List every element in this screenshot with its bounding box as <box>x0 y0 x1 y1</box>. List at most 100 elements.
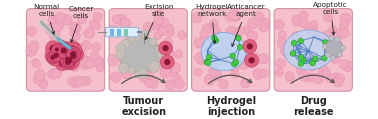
Circle shape <box>49 29 60 41</box>
Circle shape <box>299 11 308 20</box>
Circle shape <box>208 49 218 58</box>
Circle shape <box>156 53 166 63</box>
Circle shape <box>69 61 79 71</box>
Circle shape <box>298 55 304 60</box>
Circle shape <box>260 18 270 28</box>
Circle shape <box>304 73 313 82</box>
Circle shape <box>337 52 342 57</box>
Circle shape <box>329 25 337 33</box>
Circle shape <box>110 72 121 82</box>
Circle shape <box>231 61 237 67</box>
Circle shape <box>317 56 326 65</box>
Circle shape <box>72 32 80 40</box>
Circle shape <box>241 78 250 88</box>
Circle shape <box>67 59 75 67</box>
Circle shape <box>278 31 286 39</box>
Circle shape <box>154 32 162 40</box>
Circle shape <box>71 23 81 33</box>
Circle shape <box>160 18 169 27</box>
Circle shape <box>60 52 76 67</box>
Circle shape <box>138 68 148 78</box>
FancyArrowPatch shape <box>209 75 252 83</box>
Circle shape <box>259 22 269 32</box>
Circle shape <box>202 24 212 33</box>
Circle shape <box>250 55 259 64</box>
Text: Anticancer
agent: Anticancer agent <box>227 4 266 46</box>
Circle shape <box>218 48 229 59</box>
Circle shape <box>62 15 72 25</box>
Circle shape <box>342 61 353 72</box>
Circle shape <box>134 43 141 51</box>
Circle shape <box>313 73 323 84</box>
Circle shape <box>65 46 71 52</box>
Circle shape <box>39 79 48 89</box>
Circle shape <box>60 47 67 54</box>
Circle shape <box>243 53 252 62</box>
Circle shape <box>128 32 136 41</box>
Circle shape <box>54 50 70 66</box>
Circle shape <box>173 75 181 84</box>
FancyBboxPatch shape <box>117 29 121 36</box>
Circle shape <box>150 38 157 46</box>
Circle shape <box>277 38 287 48</box>
Circle shape <box>291 40 297 46</box>
Circle shape <box>118 48 126 56</box>
Circle shape <box>243 40 257 53</box>
Circle shape <box>322 40 328 45</box>
Circle shape <box>90 52 99 60</box>
Circle shape <box>165 80 175 89</box>
Circle shape <box>63 55 74 67</box>
Circle shape <box>157 52 167 62</box>
Circle shape <box>210 59 218 67</box>
Circle shape <box>120 43 129 52</box>
Circle shape <box>205 51 213 59</box>
Circle shape <box>194 38 204 48</box>
Circle shape <box>299 71 309 81</box>
Circle shape <box>59 60 65 67</box>
Circle shape <box>260 69 268 78</box>
Circle shape <box>142 45 150 54</box>
Circle shape <box>166 28 175 37</box>
Circle shape <box>233 60 239 65</box>
Circle shape <box>310 60 315 66</box>
Circle shape <box>132 33 140 41</box>
Circle shape <box>33 74 43 85</box>
Circle shape <box>323 12 333 22</box>
Circle shape <box>296 66 305 75</box>
Circle shape <box>245 53 259 67</box>
Circle shape <box>209 37 217 45</box>
Circle shape <box>77 51 86 60</box>
Circle shape <box>157 59 167 69</box>
Circle shape <box>235 35 241 41</box>
Circle shape <box>89 20 98 29</box>
Circle shape <box>129 35 135 42</box>
Circle shape <box>26 45 37 56</box>
Circle shape <box>112 15 121 23</box>
Text: Drug
release: Drug release <box>293 96 333 117</box>
Circle shape <box>274 20 284 30</box>
Circle shape <box>93 57 103 67</box>
Circle shape <box>66 43 82 59</box>
Circle shape <box>322 44 328 49</box>
Circle shape <box>57 45 65 53</box>
Circle shape <box>237 44 243 50</box>
Circle shape <box>93 12 102 21</box>
Circle shape <box>253 55 262 64</box>
Circle shape <box>225 12 234 21</box>
Circle shape <box>48 40 58 50</box>
Circle shape <box>86 30 94 38</box>
Circle shape <box>65 57 71 63</box>
Circle shape <box>45 47 62 64</box>
Circle shape <box>70 22 79 32</box>
Circle shape <box>61 56 74 69</box>
Circle shape <box>60 55 76 69</box>
Text: Normal
cells: Normal cells <box>33 4 60 34</box>
Circle shape <box>68 50 80 62</box>
Circle shape <box>298 61 304 66</box>
Circle shape <box>65 59 71 65</box>
Circle shape <box>243 26 251 35</box>
Circle shape <box>145 79 153 88</box>
Circle shape <box>212 71 222 81</box>
Circle shape <box>339 21 349 30</box>
Circle shape <box>291 33 302 44</box>
